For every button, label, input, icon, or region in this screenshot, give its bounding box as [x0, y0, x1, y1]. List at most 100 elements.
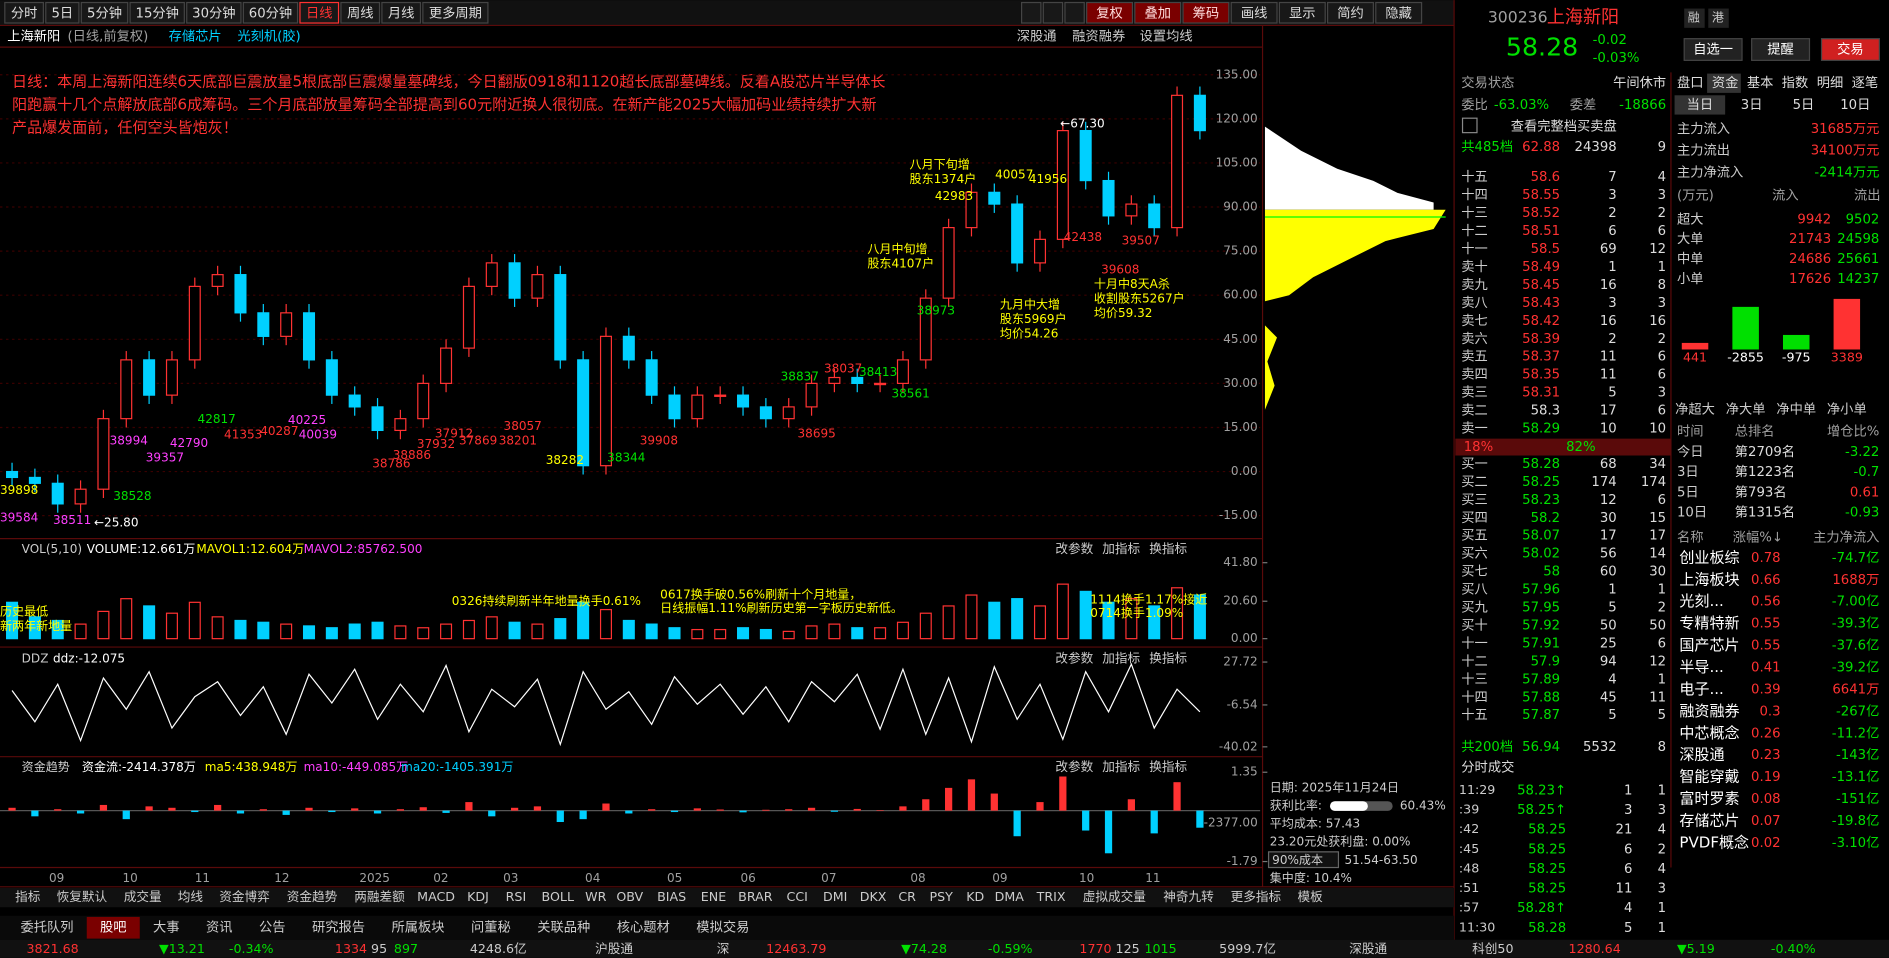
panel-button[interactable]: 换指标: [1149, 759, 1187, 774]
tool-icon[interactable]: [1020, 1, 1042, 24]
indicator-tab[interactable]: 恢复默认: [57, 889, 108, 904]
tool-button-box[interactable]: [1278, 1, 1326, 24]
indicator-tab[interactable]: DMI: [823, 889, 847, 904]
sector-name[interactable]: 国产芯片: [1679, 636, 1739, 654]
period-tab-box[interactable]: [422, 1, 489, 24]
sector-name[interactable]: 融资融券: [1679, 702, 1739, 720]
period-tab[interactable]: 分时: [11, 5, 38, 21]
indicator-tab[interactable]: MACD: [417, 889, 455, 904]
period-tab-box[interactable]: [129, 1, 185, 24]
indicator-tab[interactable]: 指标: [15, 889, 41, 904]
fund-tab[interactable]: 明细: [1817, 75, 1844, 91]
period-tab[interactable]: 5分钟: [87, 4, 122, 21]
tool-button[interactable]: 简约: [1337, 4, 1364, 21]
chart-link[interactable]: 融资融券: [1072, 28, 1125, 44]
indicator-tab[interactable]: 两融差额: [354, 889, 405, 904]
fund-tab[interactable]: 资金: [1712, 75, 1739, 91]
header-button-box[interactable]: [1820, 38, 1880, 61]
period-tab[interactable]: 60分钟: [249, 4, 292, 21]
tool-button[interactable]: 隐藏: [1385, 5, 1412, 21]
tool-button-box[interactable]: [1230, 1, 1278, 24]
header-button[interactable]: 提醒: [1767, 42, 1794, 58]
info-tab[interactable]: 研究报告: [312, 920, 365, 936]
info-tab[interactable]: 关联品种: [537, 920, 590, 936]
tool-button-box[interactable]: [1086, 1, 1134, 24]
fund-tab[interactable]: 指数: [1782, 75, 1809, 91]
cost-select-box[interactable]: [1267, 851, 1340, 869]
tool-button-box[interactable]: [1375, 1, 1423, 24]
indicator-tab[interactable]: 模板: [1298, 889, 1324, 904]
panel-button[interactable]: 换指标: [1149, 651, 1187, 666]
info-tab[interactable]: 核心题材: [617, 920, 670, 936]
sector-name[interactable]: 中芯概念: [1679, 724, 1739, 742]
indicator-tab[interactable]: 资金博弈: [219, 889, 269, 904]
indicator-tab[interactable]: ENE: [701, 889, 726, 904]
indicator-tab[interactable]: TRIX: [1036, 889, 1066, 904]
indicator-tab[interactable]: BRAR: [738, 889, 773, 904]
tool-button[interactable]: 显示: [1289, 6, 1316, 21]
indicator-tab[interactable]: KDJ: [467, 889, 489, 904]
indicator-tab[interactable]: WR: [585, 889, 606, 904]
indicator-tab[interactable]: PSY: [930, 889, 954, 904]
chart-link[interactable]: 深股通: [1017, 28, 1057, 44]
period-tab-box[interactable]: [381, 1, 422, 24]
concept-tag[interactable]: 存储芯片: [169, 28, 222, 44]
sector-name[interactable]: 半导...: [1679, 658, 1723, 676]
header-button-box[interactable]: [1683, 38, 1743, 61]
sector-name[interactable]: 富时罗素: [1679, 790, 1739, 808]
sector-name[interactable]: 创业板综: [1679, 548, 1739, 566]
panel-button[interactable]: 改参数: [1055, 651, 1093, 666]
panel-button[interactable]: 加指标: [1102, 759, 1140, 774]
info-tab[interactable]: 公告: [259, 920, 286, 936]
panel-button[interactable]: 改参数: [1055, 759, 1093, 774]
tool-button[interactable]: 复权: [1096, 4, 1123, 21]
indicator-tab[interactable]: BOLL: [542, 889, 574, 904]
tool-icon[interactable]: [1042, 1, 1064, 24]
sector-name[interactable]: PVDF概念: [1679, 833, 1749, 851]
tool-button-box[interactable]: [1326, 1, 1374, 24]
sector-name[interactable]: 智能穿戴: [1679, 768, 1739, 786]
indicator-tab[interactable]: 资金趋势: [287, 889, 338, 904]
indicator-tab[interactable]: BIAS: [657, 889, 686, 904]
sector-name[interactable]: 电子...: [1679, 680, 1723, 698]
fund-tab[interactable]: 逐笔: [1852, 75, 1879, 91]
panel-button[interactable]: 加指标: [1102, 651, 1140, 666]
header-button[interactable]: 交易: [1837, 41, 1864, 58]
header-button-box[interactable]: [1751, 38, 1811, 61]
fund-tab[interactable]: 盘口: [1677, 74, 1704, 91]
fund-period[interactable]: 3日: [1741, 98, 1763, 113]
period-tab-box[interactable]: [186, 1, 242, 24]
indicator-tab[interactable]: 更多指标: [1231, 889, 1282, 904]
sector-name[interactable]: 专精特新: [1679, 614, 1739, 632]
indicator-tab[interactable]: CCI: [787, 889, 808, 904]
tool-icon[interactable]: [1064, 1, 1085, 24]
sector-name[interactable]: 光刻...: [1679, 592, 1723, 610]
period-tab[interactable]: 周线: [347, 5, 374, 21]
indicator-tab[interactable]: OBV: [616, 889, 643, 904]
info-tab[interactable]: 所属板块: [392, 920, 445, 936]
indicator-tab[interactable]: 均线: [178, 889, 204, 904]
indicator-tab[interactable]: 神奇九转: [1163, 889, 1214, 904]
period-tab[interactable]: 30分钟: [192, 4, 235, 21]
period-tab[interactable]: 15分钟: [136, 4, 179, 21]
info-tab[interactable]: 资讯: [206, 920, 233, 936]
concept-tag[interactable]: 光刻机(胶): [237, 27, 300, 44]
period-tab[interactable]: 月线: [388, 5, 415, 21]
period-tab[interactable]: 5日: [52, 6, 74, 21]
info-tab[interactable]: 委托队列: [20, 920, 73, 936]
info-tab[interactable]: 大事: [153, 920, 180, 936]
fund-period[interactable]: 当日: [1687, 97, 1714, 113]
period-tab-box[interactable]: [45, 1, 80, 24]
info-tab[interactable]: 模拟交易: [696, 919, 749, 936]
indicator-tab[interactable]: KD: [966, 889, 984, 904]
fund-tab[interactable]: 基本: [1747, 75, 1774, 91]
fund-period[interactable]: 5日: [1793, 98, 1815, 113]
period-tab-box[interactable]: [299, 1, 340, 24]
panel-button[interactable]: 换指标: [1149, 541, 1187, 556]
info-tab[interactable]: 问董秘: [471, 920, 511, 936]
period-tab-box[interactable]: [80, 1, 129, 24]
tool-button[interactable]: 画线: [1241, 5, 1268, 21]
sector-name[interactable]: 深股通: [1679, 746, 1724, 764]
indicator-tab[interactable]: 虚拟成交量: [1083, 889, 1147, 904]
period-tab[interactable]: 更多周期: [429, 4, 482, 21]
